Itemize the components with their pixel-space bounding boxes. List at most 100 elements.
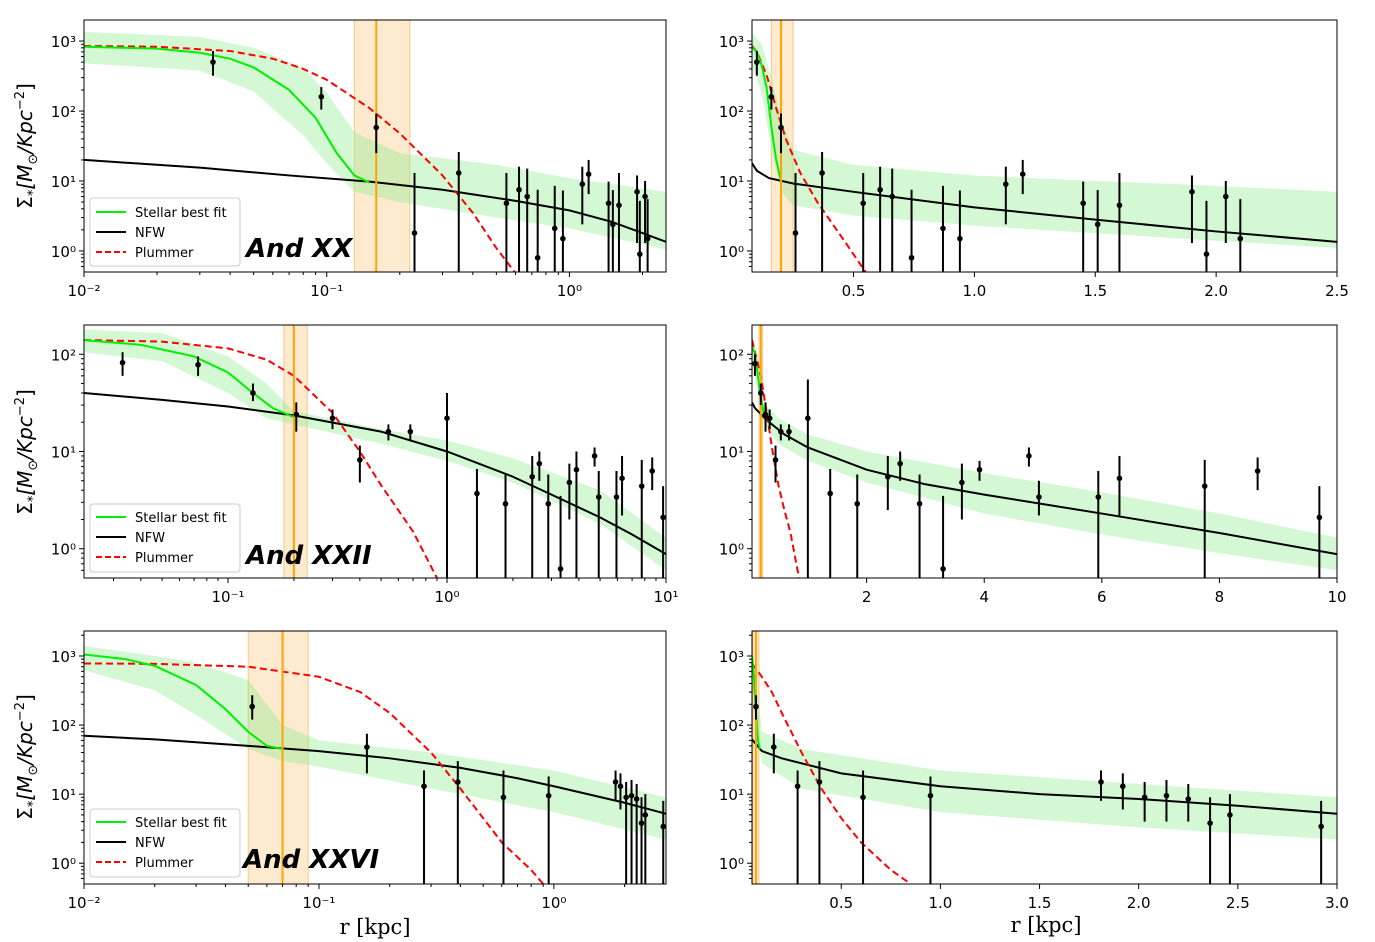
data-point	[638, 483, 645, 489]
legend-frame	[89, 503, 241, 573]
x-tick-label: 1.0	[962, 282, 986, 300]
data-point	[908, 254, 915, 261]
data-point	[613, 494, 620, 500]
plummer-curve	[84, 339, 438, 578]
data-point	[1201, 483, 1208, 489]
data-point	[637, 251, 643, 257]
x-tick-label: 3.0	[1325, 894, 1349, 912]
x-tick-label: 0.5	[829, 894, 853, 912]
plummer-curve	[752, 339, 801, 578]
x-tick-label: 10	[1327, 588, 1346, 606]
data-point	[617, 783, 624, 790]
data-point	[754, 59, 760, 65]
x-tick-label: 2.5	[1226, 894, 1250, 912]
y-tick-label: 10²	[51, 103, 76, 121]
x-tick-label: 6	[1097, 588, 1107, 606]
data-point	[605, 200, 612, 207]
data-point	[1095, 494, 1102, 500]
data-point	[758, 390, 764, 396]
legend-stellar-label: Stellar best fit	[135, 206, 227, 221]
axes-frame	[751, 19, 1338, 273]
y-axis-label-row2: Σ*[M⊙/Kpc−2]	[13, 389, 41, 515]
data-point	[957, 235, 963, 242]
data-point	[1094, 221, 1101, 228]
x-axis-label-left: r [kpc]	[339, 915, 410, 939]
legend-and-xxii: Stellar best fit NFW Plummer	[89, 503, 241, 573]
legend-nfw-label: NFW	[135, 531, 165, 546]
data-point	[573, 466, 580, 473]
data-point	[619, 475, 625, 482]
legend-nfw-label: NFW	[135, 226, 165, 241]
legend-and-xxvi: Stellar best fit NFW Plummer	[89, 808, 241, 878]
y-tick-label: 10¹	[719, 786, 744, 804]
data-point	[329, 415, 336, 422]
y-axis-label-row3: Σ*[M⊙/Kpc−2]	[13, 694, 41, 820]
data-point	[595, 494, 602, 500]
data-point	[474, 490, 480, 497]
data-point	[545, 500, 552, 507]
data-point	[1120, 783, 1126, 790]
data-point	[660, 823, 666, 830]
panel-and-xxii-linear: 10⁰ 10¹ 10² 2 4 6 8 10	[719, 324, 1347, 606]
data-point	[762, 411, 769, 418]
y-tick-label: 10¹	[51, 786, 76, 804]
legend-plummer-label: Plummer	[135, 551, 194, 566]
data-point	[444, 415, 450, 422]
y-tick-label: 10¹	[51, 444, 76, 462]
y-axis-label-row1: Σ*[M⊙/Kpc−2]	[13, 83, 41, 209]
y-tick-label: 10²	[719, 346, 744, 364]
legend-nfw-label: NFW	[135, 836, 165, 851]
data-point	[610, 221, 616, 228]
data-point	[516, 186, 522, 193]
data-point	[1026, 453, 1032, 459]
data-point	[768, 93, 775, 100]
x-tick-label: 10¹	[653, 588, 678, 606]
y-tick-label: 10⁰	[51, 541, 76, 559]
data-point	[612, 779, 619, 785]
data-point	[1116, 202, 1123, 209]
data-point	[421, 783, 427, 790]
data-point	[616, 202, 622, 209]
data-point	[536, 460, 543, 467]
data-point	[638, 820, 645, 826]
data-point	[819, 170, 825, 176]
y-tick-label: 10⁰	[719, 855, 744, 873]
data-point	[649, 468, 656, 474]
stellar-confidence-band	[84, 329, 666, 571]
data-point	[816, 779, 823, 785]
legend-plummer-label: Plummer	[135, 246, 194, 261]
x-tick-label: 10⁻¹	[310, 282, 343, 300]
data-point	[1316, 514, 1323, 521]
x-tick-label: 2	[862, 588, 872, 606]
data-point	[771, 744, 777, 750]
x-tick-label: 0.5	[842, 282, 866, 300]
legend-frame	[89, 197, 241, 267]
data-point	[976, 466, 983, 473]
data-point	[534, 254, 541, 261]
data-point	[195, 361, 201, 368]
legend-and-xx: Stellar best fit NFW Plummer	[89, 197, 241, 267]
data-point	[249, 703, 256, 710]
axes-frame	[751, 630, 1338, 885]
x-tick-label: 1.0	[928, 894, 952, 912]
data-point	[1036, 494, 1042, 500]
data-point	[940, 566, 946, 572]
data-point	[1141, 794, 1148, 801]
data-point	[407, 428, 414, 435]
y-tick-label: 10³	[719, 33, 744, 51]
data-point	[642, 812, 649, 818]
data-point	[644, 235, 651, 242]
data-point	[660, 514, 666, 521]
galaxy-label-and-xxii: And XXII	[244, 541, 372, 571]
stellar-confidence-band	[84, 31, 666, 250]
x-tick-label: 1.5	[1083, 282, 1107, 300]
half-light-band	[353, 20, 411, 272]
x-tick-label: 8	[1215, 588, 1225, 606]
data-point	[786, 428, 792, 435]
data-point	[1116, 475, 1123, 482]
panel-and-xx-log: 10⁰ 10¹ 10² 10³ 10⁻² 10⁻¹ 10⁰	[51, 19, 667, 300]
data-point	[916, 500, 923, 507]
data-point	[1318, 823, 1324, 830]
data-point	[560, 235, 566, 242]
